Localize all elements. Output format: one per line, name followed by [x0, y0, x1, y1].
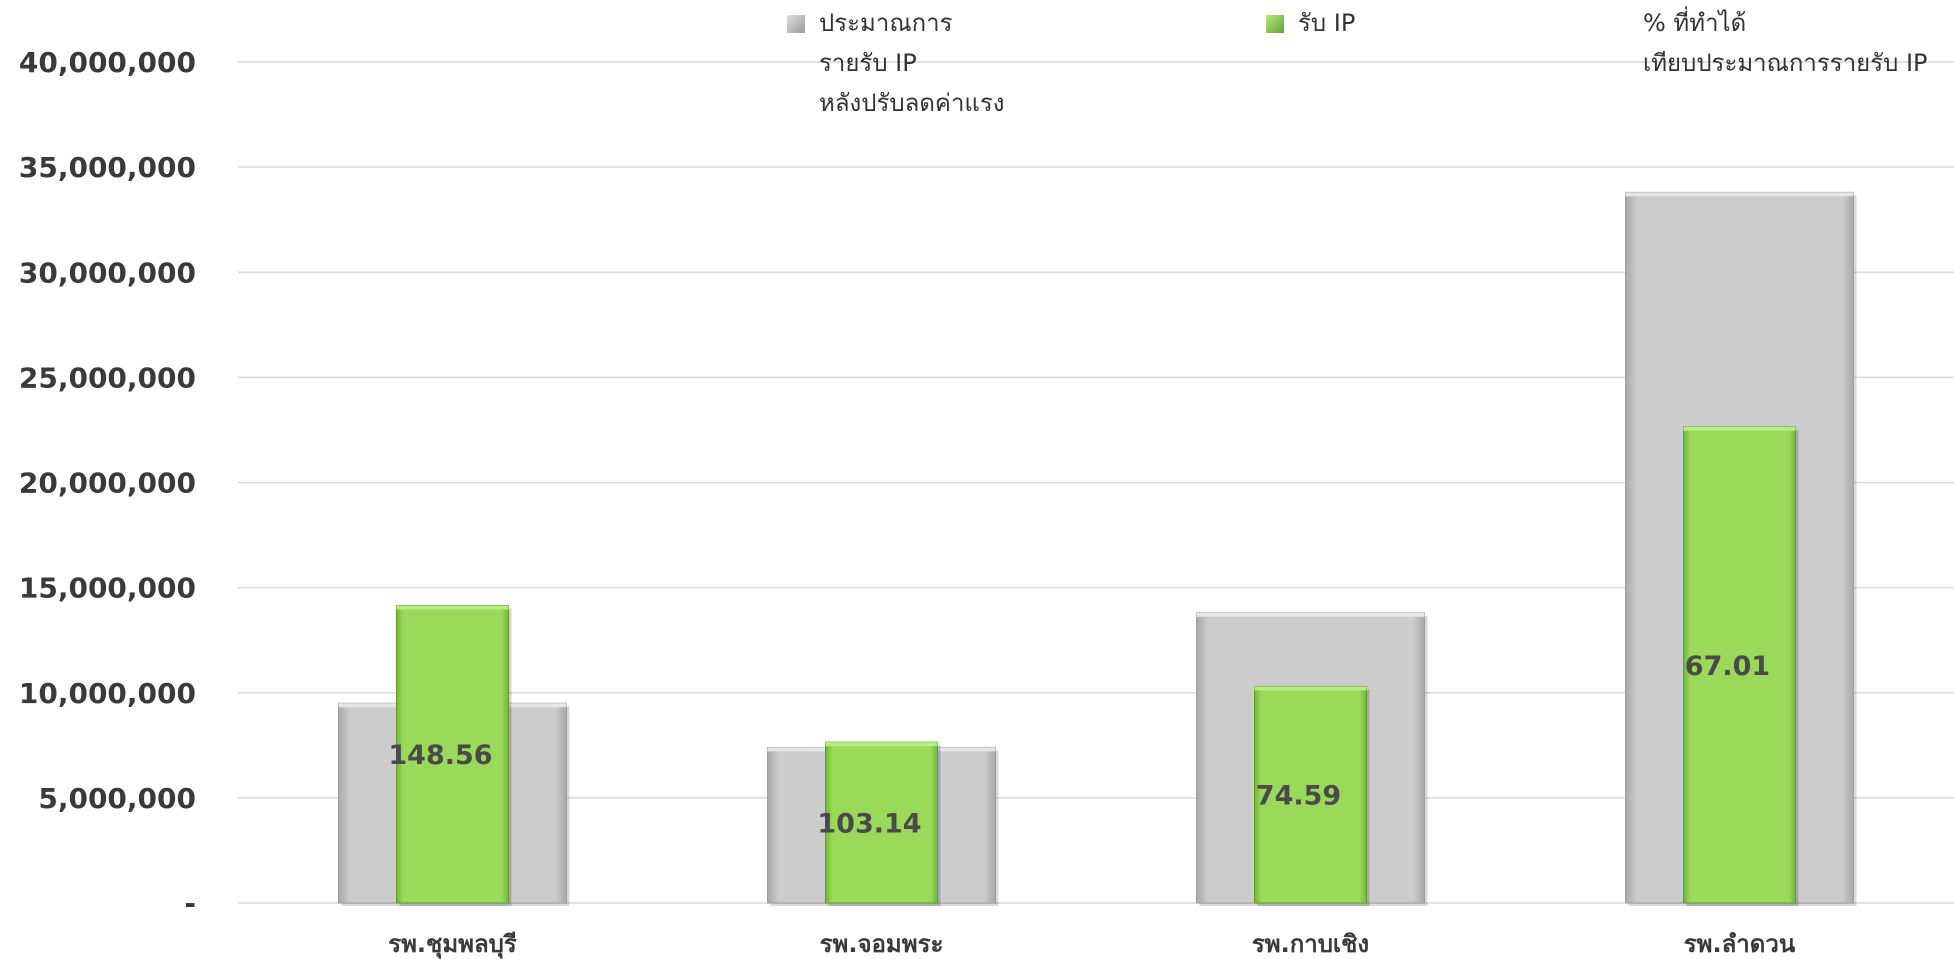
bar-received: [396, 604, 509, 904]
legend-label-percent: % ที่ทำได้ เทียบประมาณการรายรับ IP: [1643, 9, 1928, 77]
bar-estimate-highlight: [1625, 192, 1854, 197]
y-tick-label: -: [184, 887, 196, 920]
y-tick-label: 40,000,000: [19, 46, 196, 79]
bar-received: [825, 741, 938, 904]
y-tick-label: 10,000,000: [19, 677, 196, 710]
percent-data-label: 67.01: [1685, 651, 1770, 682]
bar-received-highlight: [1254, 686, 1367, 691]
y-tick-label: 35,000,000: [19, 151, 196, 184]
legend-item-received: รับ IP: [1266, 3, 1355, 43]
y-axis: - 5,000,000 10,000,000 15,000,000 20,000,000…: [19, 46, 196, 920]
percent-data-label: 103.14: [817, 809, 921, 840]
bar-received-highlight: [396, 605, 509, 610]
bars: [338, 191, 1857, 907]
x-category-label: รพ.จอมพระ: [820, 930, 944, 958]
bar-received: [1683, 426, 1796, 904]
legend-swatch-received: [1266, 15, 1284, 33]
y-tick-label: 15,000,000: [19, 572, 196, 605]
x-category-label: รพ.ลำดวน: [1684, 930, 1796, 958]
y-tick-label: 25,000,000: [19, 361, 196, 394]
bar-received-highlight: [825, 742, 938, 747]
x-axis: รพ.ชุมพลบุรี รพ.จอมพระ รพ.กาบเชิง รพ.ลำดวน: [388, 930, 1796, 959]
data-labels: 148.56 103.14 74.59 67.01: [388, 651, 1770, 840]
legend-label-estimate: ประมาณการ รายรับ IP หลังปรับลดค่าแรง: [819, 9, 1005, 117]
legend-label-received: รับ IP: [1298, 9, 1356, 37]
legend-swatch-estimate: [787, 15, 805, 33]
y-tick-label: 5,000,000: [38, 782, 196, 815]
x-category-label: รพ.กาบเชิง: [1252, 930, 1369, 958]
bar-received-highlight: [1683, 426, 1796, 431]
percent-data-label: 74.59: [1256, 781, 1341, 812]
y-tick-label: 30,000,000: [19, 256, 196, 289]
bar-received: [1254, 685, 1367, 904]
legend-item-estimate: ประมาณการ รายรับ IP หลังปรับลดค่าแรง: [787, 3, 1005, 123]
percent-data-label: 148.56: [388, 740, 492, 771]
y-tick-label: 20,000,000: [19, 467, 196, 500]
bar-estimate-highlight: [1196, 612, 1425, 617]
x-category-label: รพ.ชุมพลบุรี: [388, 930, 517, 959]
legend-item-percent: % ที่ทำได้ เทียบประมาณการรายรับ IP: [1611, 3, 1928, 83]
